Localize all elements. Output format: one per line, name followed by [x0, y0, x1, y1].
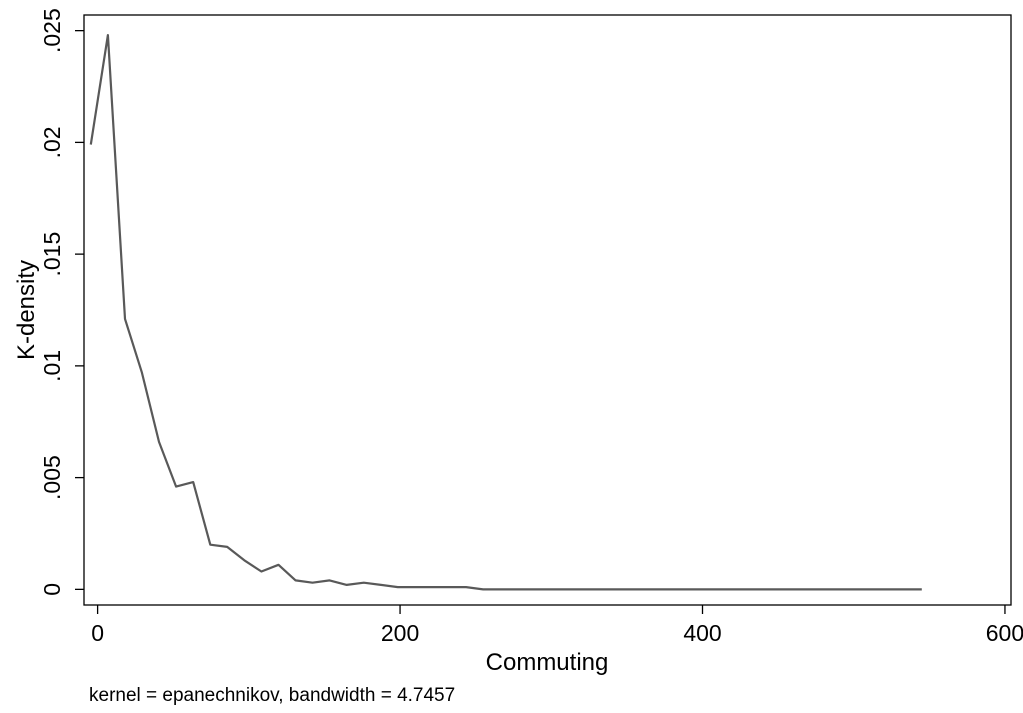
y-axis-ticks: 0 .005 .01 .015 .02 .025 [39, 8, 84, 596]
series-group [89, 33, 922, 591]
y-tick-label: .005 [39, 455, 65, 500]
x-axis-title: Commuting [486, 649, 609, 676]
kernel-note: kernel = epanechnikov, bandwidth = 4.745… [89, 685, 456, 706]
y-tick-label: .025 [39, 8, 65, 53]
x-tick-label: 200 [381, 620, 419, 646]
density-line [89, 33, 922, 591]
y-tick-label: .02 [39, 126, 65, 158]
y-tick-label: 0 [39, 583, 65, 596]
x-tick-label: 400 [683, 620, 721, 646]
y-axis-title: K-density [13, 260, 40, 360]
y-tick-label: .01 [39, 350, 65, 382]
x-tick-label: 0 [91, 620, 104, 646]
y-tick-label: .015 [39, 232, 65, 277]
plot-frame [83, 14, 1012, 606]
x-tick-label: 600 [986, 620, 1023, 646]
x-axis-ticks: 0 200 400 600 [91, 605, 1023, 646]
